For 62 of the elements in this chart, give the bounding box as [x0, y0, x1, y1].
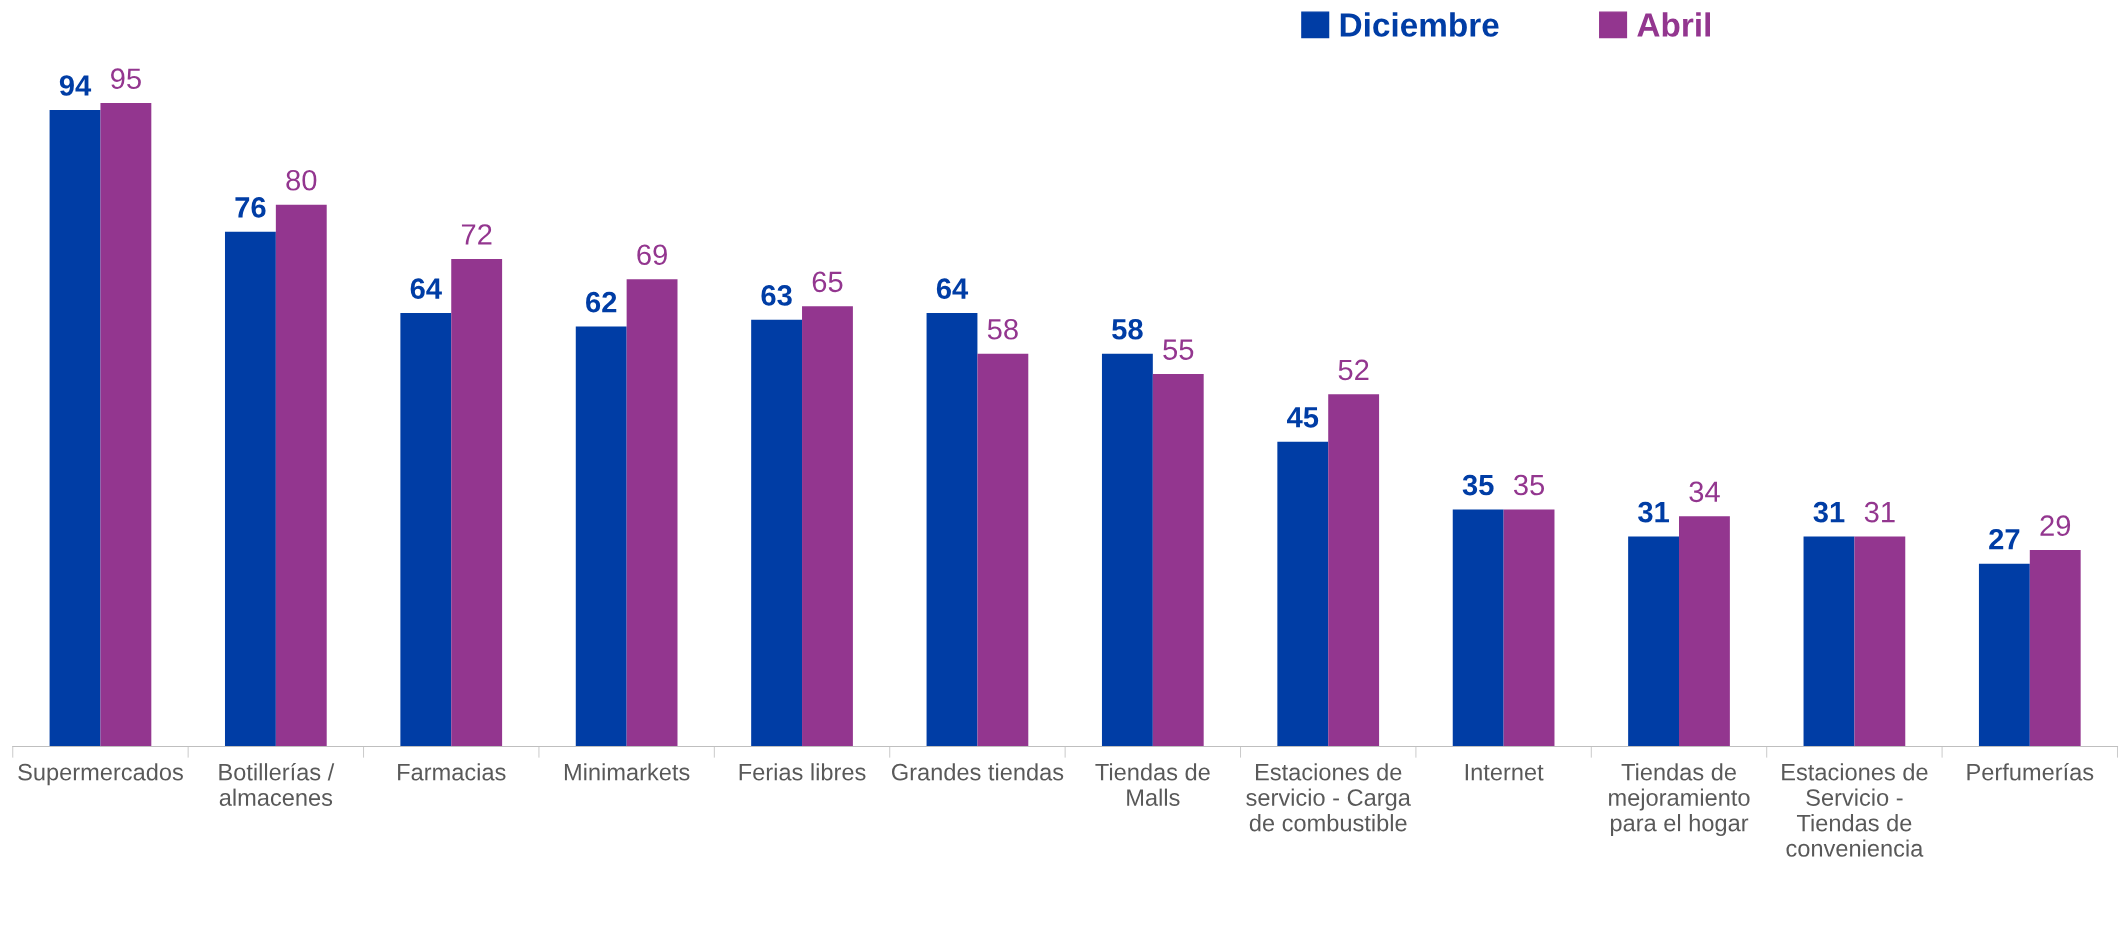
x-tick-label: Tiendas de mejoramiento para el hogar: [1609, 763, 1750, 837]
x-tick-label: Ferias libres: [739, 763, 866, 781]
x-tick-label: Perfumerías: [1967, 762, 2094, 781]
bar: [1452, 509, 1504, 747]
bar: [1101, 353, 1153, 747]
data-label: 45: [1287, 407, 1319, 428]
bar: [626, 279, 678, 747]
data-label: 72: [461, 224, 492, 245]
bar: [1978, 563, 2030, 747]
bar: [1679, 516, 1730, 747]
data-label: 65: [812, 271, 843, 293]
data-label: 31: [1864, 501, 1895, 523]
bar: [2029, 550, 2081, 747]
data-label: 63: [761, 285, 792, 306]
x-tick-label: Tiendas de Malls: [1095, 763, 1210, 806]
data-label: 34: [1689, 481, 1720, 503]
data-label: 58: [987, 318, 1018, 340]
x-tick-label: Supermercados: [18, 763, 183, 786]
bar: [1152, 374, 1204, 747]
x-tick-label: Estaciones de servicio - Carga de combustible: [1246, 763, 1411, 832]
data-label: 76: [235, 197, 266, 218]
data-label: 31: [1813, 501, 1845, 523]
data-label: 64: [410, 278, 442, 299]
data-label: 62: [586, 291, 617, 313]
bar: [49, 109, 101, 747]
x-tick-label: Minimarkets: [564, 763, 690, 781]
data-label: 80: [286, 169, 317, 191]
data-label: 35: [1513, 474, 1545, 496]
data-label: 95: [111, 68, 141, 90]
bar: [1277, 441, 1329, 747]
bar: [1328, 394, 1380, 747]
data-label: 35: [1462, 474, 1494, 496]
x-tick-label: Grandes tiendas: [891, 763, 1064, 781]
bar: [275, 204, 327, 747]
bar: [926, 313, 978, 747]
bar: [1854, 536, 1906, 747]
data-label: 69: [637, 244, 667, 266]
bar: [224, 231, 276, 747]
x-tick-label: Botillerías / almacenes: [219, 762, 335, 806]
bar: [575, 326, 627, 747]
bar: [451, 258, 503, 747]
data-label: 31: [1638, 501, 1669, 523]
x-tick-label: Estaciones de Servicio - Tiendas de conveniencia: [1782, 763, 1928, 857]
data-label: 64: [936, 278, 969, 299]
data-label: 29: [2040, 515, 2071, 536]
data-label: 27: [1989, 528, 2020, 550]
x-tick-label: Internet: [1465, 764, 1544, 781]
bar: [751, 319, 803, 747]
data-label: 58: [1112, 318, 1143, 340]
data-label: 55: [1163, 339, 1194, 360]
data-label: 52: [1338, 359, 1369, 381]
x-tick-label: Farmacias: [398, 763, 506, 781]
bar: [977, 353, 1029, 747]
legend-label: Abril: [1637, 12, 1710, 37]
bar: [802, 306, 853, 747]
bar: [400, 313, 452, 747]
bar: [100, 103, 152, 747]
data-label: 94: [59, 75, 92, 96]
bar: [1803, 536, 1855, 747]
bar: [1628, 536, 1680, 747]
legend-label: Diciembre: [1340, 12, 1499, 37]
bar: [1503, 509, 1555, 747]
